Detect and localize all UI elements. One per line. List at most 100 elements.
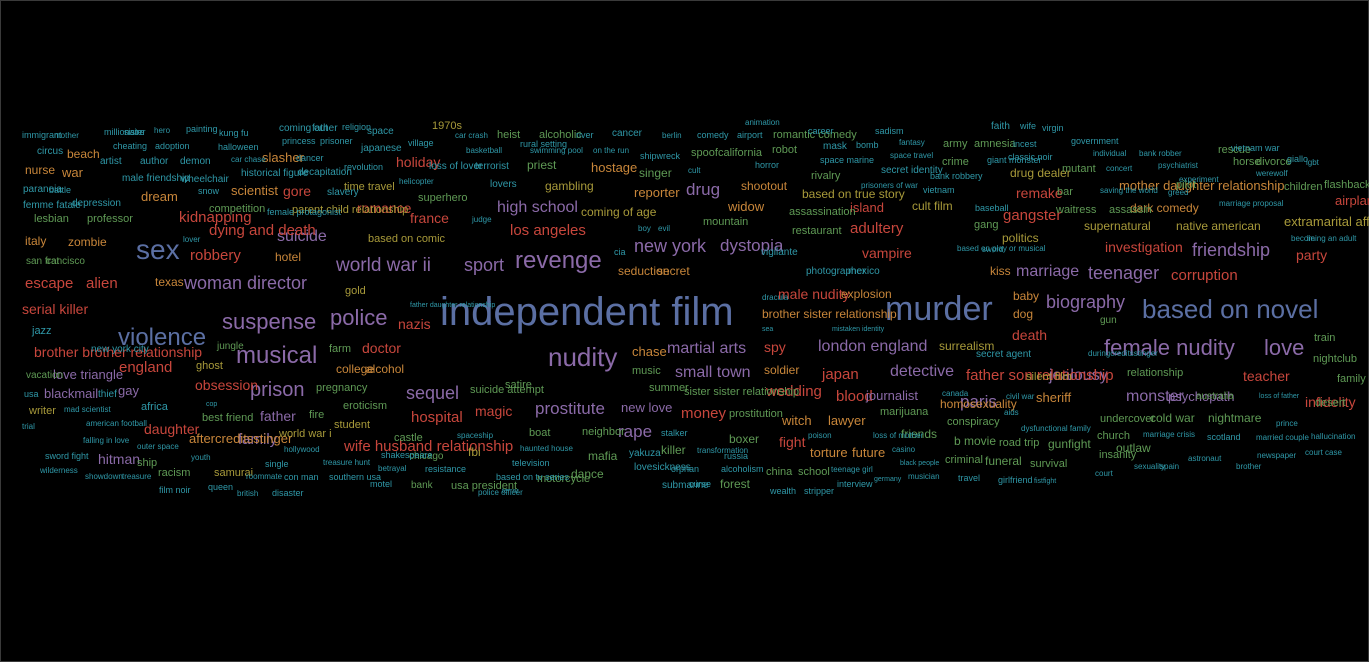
cloud-word: sadism <box>875 126 904 136</box>
cloud-word: blood <box>836 388 873 405</box>
cloud-word: parent child relationship <box>292 204 409 216</box>
cloud-word: murder <box>885 290 993 328</box>
cloud-word: gangster <box>1003 207 1062 224</box>
cloud-word: treasure <box>122 472 152 481</box>
cloud-word: writer <box>29 405 56 417</box>
cloud-word: seduction <box>618 264 670 278</box>
cloud-word: gambling <box>545 179 594 193</box>
cloud-word: lovers <box>490 179 517 190</box>
cloud-word: wealth <box>770 486 797 496</box>
cloud-word: comedy <box>697 130 729 140</box>
cloud-word: undercover <box>1100 413 1156 425</box>
cloud-word: dying and death <box>209 222 316 239</box>
cloud-word: terrorist <box>475 161 509 172</box>
cloud-word: robbery <box>190 247 241 264</box>
cloud-word: giant monster <box>987 155 1042 165</box>
cloud-word: interview <box>837 479 873 489</box>
cloud-word: chicago <box>409 451 444 462</box>
cloud-word: prisoner <box>320 136 353 146</box>
cloud-word: gold <box>345 285 366 297</box>
cloud-word: paris <box>960 392 997 411</box>
cloud-word: sequel <box>406 383 460 403</box>
cloud-word: biography <box>1046 292 1126 312</box>
cloud-word: space <box>367 126 394 137</box>
cloud-word: sword <box>982 245 1004 254</box>
cloud-word: dream <box>141 189 178 204</box>
cloud-word: spain <box>1160 462 1180 471</box>
cloud-word: space marine <box>820 155 875 165</box>
cloud-word: hitman <box>98 451 141 467</box>
cloud-word: cancer <box>612 128 643 139</box>
cloud-word: aids <box>1004 408 1019 417</box>
cloud-word: superhero <box>418 192 468 204</box>
cloud-word: hospital <box>411 409 463 426</box>
cloud-word: depression <box>72 198 121 209</box>
cloud-word: army <box>943 138 968 150</box>
cloud-word: italy <box>25 234 47 248</box>
cloud-word: cia <box>614 247 626 257</box>
cloud-word: secret <box>657 264 690 278</box>
cloud-word: vietnam <box>923 185 955 195</box>
cloud-word: greed <box>1168 188 1189 197</box>
cloud-word: mexico <box>848 266 880 277</box>
cloud-word: rescue <box>1218 144 1252 156</box>
cloud-word: car chase <box>231 155 266 164</box>
cloud-word: daughter <box>144 421 200 437</box>
cloud-word: outlaw <box>1116 441 1151 455</box>
cloud-word: cult film <box>912 199 953 213</box>
cloud-word: b movie <box>954 434 997 448</box>
cloud-word: boxer <box>729 432 760 446</box>
cloud-word: fire <box>309 409 325 421</box>
cloud-word: trial <box>22 422 35 431</box>
cloud-word: falling in love <box>83 436 130 445</box>
cloud-word: priest <box>527 158 557 172</box>
cloud-word: lover <box>183 235 201 244</box>
cloud-word: coming out <box>279 123 328 134</box>
cloud-word: competition <box>209 203 266 215</box>
cloud-word: gun <box>1100 315 1117 326</box>
cloud-word: japanese <box>361 143 402 154</box>
cloud-word: sex <box>136 234 180 265</box>
cloud-word: vigilante <box>761 247 798 258</box>
cloud-word: female nudity <box>1104 335 1235 360</box>
cloud-word: curse <box>689 479 712 489</box>
cloud-word: los angeles <box>510 222 586 239</box>
cloud-word: chase <box>632 344 667 359</box>
cloud-word: survival <box>1030 458 1068 470</box>
cloud-word: father <box>260 408 296 424</box>
cloud-word: mask <box>823 141 847 152</box>
cloud-word: prince <box>1276 419 1298 428</box>
cloud-word: father <box>312 123 338 134</box>
cloud-word: investigation <box>1105 239 1183 255</box>
cloud-word: new york city <box>91 344 149 355</box>
cloud-word: san francisco <box>26 256 85 267</box>
cloud-word: british <box>237 489 259 498</box>
cloud-word: musician <box>908 472 940 481</box>
cloud-word: farm <box>329 343 351 355</box>
cloud-word: new love <box>621 400 673 415</box>
cloud-word: nazis <box>398 316 431 332</box>
cloud-word: artist <box>100 156 122 167</box>
cloud-word: virgin <box>1042 123 1064 133</box>
cloud-word: becoming an adult <box>1291 234 1357 243</box>
cloud-word: based on comic <box>368 233 446 245</box>
cloud-word: mafia <box>588 449 618 463</box>
cloud-word: road trip <box>999 437 1040 449</box>
cloud-word: resistance <box>425 464 467 474</box>
cloud-word: married couple <box>1256 433 1309 442</box>
cloud-word: dance <box>571 467 604 481</box>
cloud-word: alcoholism <box>721 464 764 474</box>
cloud-word: rape <box>618 422 653 441</box>
cloud-word: fbi <box>468 445 481 459</box>
cloud-word: wheelchair <box>181 174 229 185</box>
cloud-word: newspaper <box>1257 451 1297 460</box>
cloud-word: poison <box>808 431 832 440</box>
cloud-word: college <box>336 362 375 376</box>
cloud-word: nightclub <box>1313 353 1358 365</box>
cloud-word: insanity <box>1099 449 1137 461</box>
cloud-word: treasure hunt <box>323 458 371 467</box>
cloud-word: amnesia <box>974 138 1016 150</box>
cloud-word: killer <box>661 443 686 457</box>
cloud-word: astronaut <box>1188 454 1222 463</box>
cloud-word: halloween <box>218 142 259 152</box>
